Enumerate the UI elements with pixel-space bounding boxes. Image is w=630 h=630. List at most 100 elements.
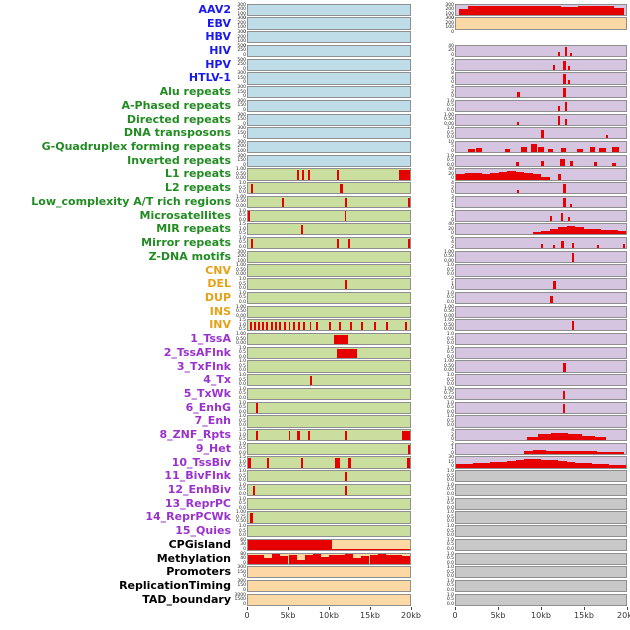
left-track-panel [247,278,411,291]
left-track-panel [247,552,411,565]
left-y-axis-ticks: 1.0 0.5 0.0 [234,278,247,292]
signal-bar [558,106,561,111]
y-tick-label: 1.0 [446,565,454,571]
track-row: DEL 1.0 0.5 0.0 2 1 0 [2,277,630,291]
left-track-panel [247,374,411,387]
right-track-panel [455,360,627,373]
left-track-panel [247,333,411,346]
right-track-panel [455,374,627,387]
track-label: 8_ZNF_Rpts [159,428,232,442]
track-label: 7_Enh [194,414,231,428]
signal-bar [309,321,312,331]
signal-bar [564,47,568,57]
x-axis-row: 0 5kb 10kb 15kb 20kb 0 5kb 10kb 15kb 20kb [2,606,630,623]
y-tick-label: 1.5 [238,318,246,324]
track-label: 1_TssA [190,332,231,346]
signal-bar [592,463,601,468]
y-tick-label: 2 [451,244,454,250]
track-label: EBV [207,16,231,30]
signal-bar [566,461,575,468]
track-row: 10_TssBiv 1.5 1.0 0.5 30 15 0 [2,456,630,470]
y-tick-label: 0.5 [446,583,454,589]
track-row: Inverted repeats 300 150 0 1.0 0.5 0.0 [2,154,630,168]
column-gap [411,421,442,422]
right-y-axis-ticks: 1.00 0.50 0.00 [442,319,455,332]
track-label: 10_TssBiv [171,455,231,469]
right-track-panel [455,140,627,154]
y-tick-label: 1.0 [446,126,454,132]
signal-bar [583,228,592,235]
signal-bar [569,53,572,57]
column-gap [411,572,442,573]
y-tick-label: 300 [237,139,246,145]
signal-bar [361,321,364,331]
signal-bar [558,226,567,235]
track-label: 11_BivFlnk [164,469,231,483]
signal-bar [505,149,511,153]
signal-bar [524,451,533,454]
y-tick-label: 0.0 [238,244,246,250]
y-tick-label: 100 [445,25,454,31]
y-tick-label: 0.0 [446,423,454,429]
signal-bar [507,460,516,468]
left-track-panel [247,3,411,16]
right-track-panel [455,333,627,346]
right-y-axis-ticks: 1.00 0.75 0.50 [442,386,455,400]
track-label: Methylation [156,551,231,565]
y-tick-label: 0.0 [238,354,246,360]
track-row: TAD_boundary 3000 1500 0 1.0 0.5 0.0 [2,593,630,607]
right-track-panel [455,456,627,469]
column-gap [411,325,442,326]
signal-bar [561,212,564,221]
y-tick-label: 200 [237,144,246,150]
y-tick-label: 250 [237,62,246,68]
y-tick-label: 1.00 [235,304,246,310]
y-tick-label: 30 [240,542,246,548]
right-track-panel [455,291,627,305]
y-tick-label: 0.0 [446,587,454,593]
right-y-axis-ticks: 10 5 0 [442,140,455,153]
right-y-axis-ticks: 1.00 0.50 0.00 [442,305,455,318]
track-row: CNV 1.00 0.50 0.00 1.0 0.5 0.0 [2,264,630,278]
column-gap [411,352,442,353]
y-tick-label: 2 [451,208,454,214]
signal-bar [568,65,571,70]
y-tick-label: 150 [237,89,246,95]
left-y-axis-ticks: 1.0 0.5 0.0 [234,442,247,455]
y-tick-label: 0.50 [443,309,454,315]
track-label: 3_TxFlnk [176,359,231,373]
left-track-panel [247,387,411,401]
signal-bar [304,555,313,564]
y-tick-label: 1.0 [238,226,246,232]
signal-bar [571,253,574,262]
y-tick-label: 1.0 [446,510,454,516]
y-tick-label: 0.5 [446,267,454,273]
track-label: AAV2 [198,2,231,16]
right-track-panel [455,497,627,510]
right-track-panel [455,113,627,126]
y-tick-label: 1.00 [443,386,454,392]
column-gap [411,243,442,244]
right-track-panel [455,525,627,538]
left-y-axis-ticks: 1.0 0.5 0.0 [234,497,247,510]
y-tick-label: 1.0 [238,386,246,392]
left-y-axis-ticks: 300 150 0 [234,126,247,140]
x-tick-label: 15kb [360,610,380,620]
signal-bar [571,243,574,249]
track-label: 13_ReprPC [164,496,231,510]
y-tick-label: 1.00 [443,359,454,365]
y-tick-label: 80 [240,551,246,557]
signal-bar [568,434,582,441]
y-tick-label: 0.0 [238,286,246,292]
signal-bar [575,227,584,235]
signal-bar [552,65,555,70]
right-track-panel [455,401,627,414]
y-tick-label: 0.0 [446,533,454,539]
track-row: 6_EnhG 1.0 0.5 0.0 1.0 0.5 0.0 [2,401,630,415]
y-tick-label: 300 [237,126,246,132]
signal-bar [481,173,490,180]
x-tick-label: 15kb [574,610,594,620]
axis-label-spacer [2,607,247,623]
y-tick-label: 0 [451,80,454,86]
